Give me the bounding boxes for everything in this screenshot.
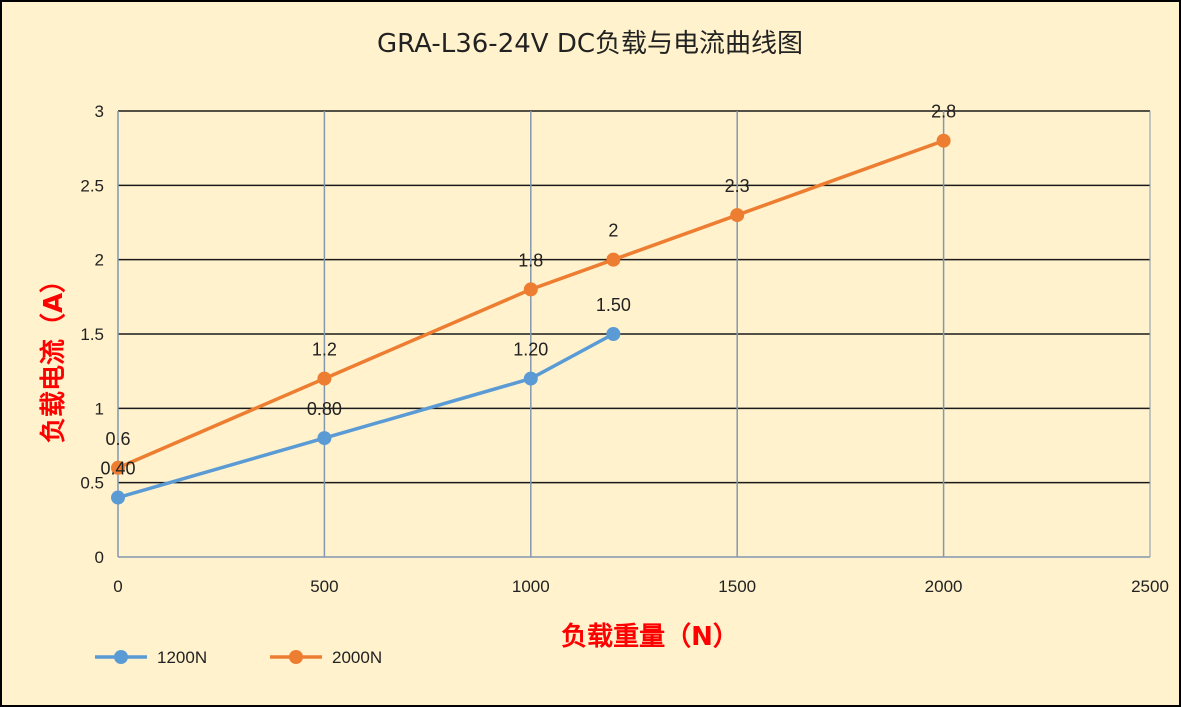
x-tick-label: 2000 <box>925 577 963 596</box>
chart-title: GRA-L36-24V DC负载与电流曲线图 <box>377 29 803 59</box>
x-tick-label: 1500 <box>718 577 756 596</box>
series-line <box>117 332 615 500</box>
data-label: 0.40 <box>100 459 135 479</box>
legend-label: 1200N <box>157 648 207 667</box>
data-point <box>111 490 125 505</box>
legend: 1200N 2000N <box>95 648 382 667</box>
grid <box>118 110 1150 557</box>
legend-marker <box>289 650 303 664</box>
legend-label: 2000N <box>332 648 382 667</box>
x-tick-label: 500 <box>310 577 338 596</box>
series-2000N <box>111 133 951 475</box>
data-label: 1.50 <box>596 295 631 315</box>
y-tick-label: 3 <box>95 102 104 121</box>
legend-item: 2000N <box>270 648 382 667</box>
data-point <box>317 431 332 446</box>
x-tick-label: 0 <box>113 577 122 596</box>
data-point <box>730 208 745 223</box>
y-tick-label: 2 <box>95 251 104 270</box>
y-tick-label: 1 <box>95 399 104 418</box>
data-label: 1.2 <box>312 340 337 360</box>
legend-item: 1200N <box>95 648 207 667</box>
series-1200N <box>111 327 621 505</box>
data-point <box>606 252 621 267</box>
data-point <box>317 371 332 386</box>
series-line <box>117 139 945 470</box>
data-label: 1.20 <box>513 340 548 360</box>
x-tick-label: 2500 <box>1131 577 1169 596</box>
data-label: 2 <box>608 221 618 241</box>
y-axis-title: 负载电流（A） <box>39 267 69 443</box>
legend-marker <box>114 650 128 664</box>
y-tick-label: 2.5 <box>80 176 104 195</box>
data-point <box>523 282 538 297</box>
data-label: 1.8 <box>518 250 543 270</box>
series <box>111 133 951 505</box>
data-label: 0.80 <box>307 399 342 419</box>
data-point <box>523 371 538 386</box>
axes: 0 0.5 1 1.5 2 2.5 3 0 500 1000 1500 2000 2500 <box>80 102 1169 596</box>
x-tick-label: 1000 <box>512 577 550 596</box>
data-label: 2.3 <box>725 176 750 196</box>
data-point <box>606 327 621 341</box>
x-axis-title: 负载重量（N） <box>561 622 739 652</box>
y-tick-label: 0.5 <box>80 474 104 493</box>
data-point <box>936 133 951 148</box>
y-tick-label: 1.5 <box>80 325 104 344</box>
data-labels: 0.6 1.2 1.8 2 2.3 2.8 0.40 0.80 1.20 1.50 <box>100 102 956 479</box>
data-label: 2.8 <box>931 102 956 122</box>
data-label: 0.6 <box>105 429 130 449</box>
y-tick-label: 0 <box>95 548 104 567</box>
data-point <box>111 460 125 475</box>
